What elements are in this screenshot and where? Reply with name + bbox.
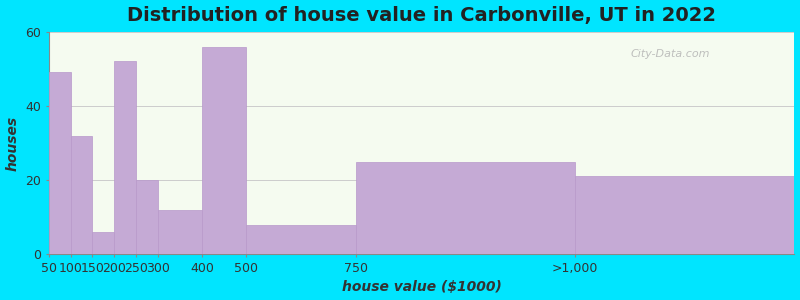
X-axis label: house value ($1000): house value ($1000) bbox=[342, 280, 502, 294]
Y-axis label: houses: houses bbox=[6, 116, 19, 170]
Bar bbox=[114, 61, 136, 254]
Bar bbox=[202, 46, 246, 254]
Bar bbox=[246, 225, 356, 254]
Bar bbox=[136, 180, 158, 254]
Bar bbox=[49, 73, 70, 254]
Text: City-Data.com: City-Data.com bbox=[630, 50, 710, 59]
Bar bbox=[356, 161, 575, 254]
Bar bbox=[158, 210, 202, 254]
Title: Distribution of house value in Carbonville, UT in 2022: Distribution of house value in Carbonvil… bbox=[127, 6, 716, 25]
Bar bbox=[575, 176, 794, 254]
Bar bbox=[70, 136, 93, 254]
Bar bbox=[93, 232, 114, 254]
